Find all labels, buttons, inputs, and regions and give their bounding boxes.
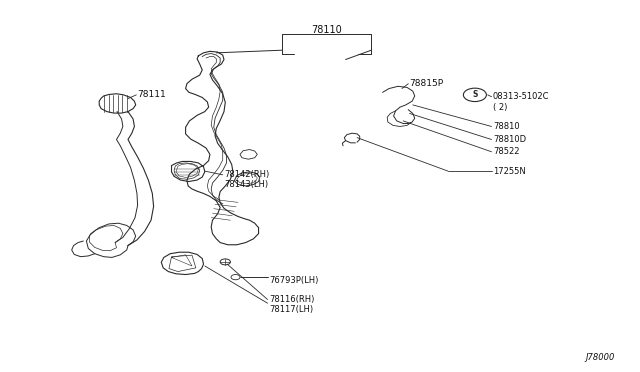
Text: 78116(RH): 78116(RH) <box>269 295 314 304</box>
Text: 78111: 78111 <box>138 90 166 99</box>
Text: 78810D: 78810D <box>493 135 526 144</box>
Text: 76793P(LH): 76793P(LH) <box>269 276 318 285</box>
Text: 78142(RH): 78142(RH) <box>224 170 269 179</box>
Text: 78110: 78110 <box>311 25 342 35</box>
Text: 78522: 78522 <box>493 147 519 156</box>
Text: 08313-5102C: 08313-5102C <box>493 92 549 101</box>
Text: 78815P: 78815P <box>410 79 444 88</box>
Text: 78117(LH): 78117(LH) <box>269 305 313 314</box>
Text: 78810: 78810 <box>493 122 520 131</box>
Text: S: S <box>472 90 477 99</box>
Text: ( 2): ( 2) <box>493 103 507 112</box>
Text: 78143(LH): 78143(LH) <box>224 180 268 189</box>
Text: 17255N: 17255N <box>493 167 525 176</box>
Text: J78000: J78000 <box>585 353 614 362</box>
